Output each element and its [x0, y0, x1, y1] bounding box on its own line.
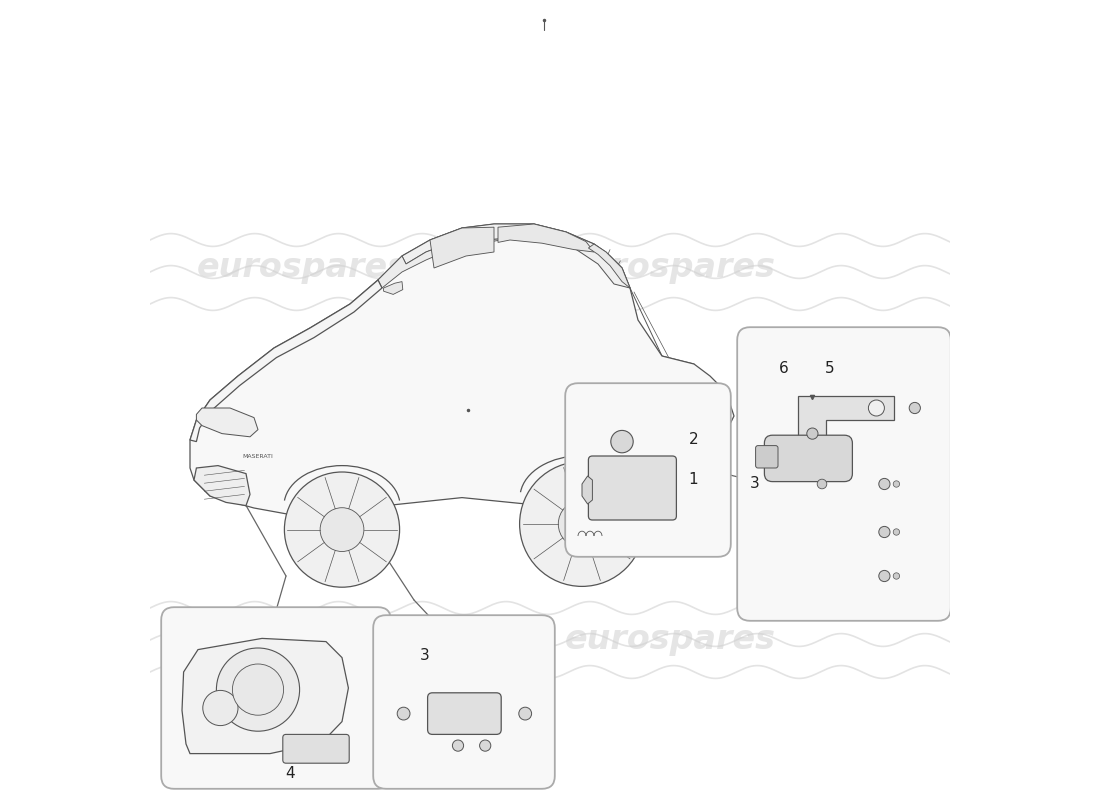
Text: eurospares: eurospares	[197, 623, 407, 657]
Circle shape	[868, 400, 884, 416]
Circle shape	[893, 481, 900, 487]
Circle shape	[232, 664, 284, 715]
Polygon shape	[582, 476, 593, 504]
Circle shape	[879, 526, 890, 538]
Circle shape	[879, 570, 890, 582]
Text: eurospares: eurospares	[197, 251, 407, 285]
Text: 5: 5	[825, 361, 835, 376]
Circle shape	[910, 402, 921, 414]
Text: 2: 2	[689, 433, 698, 447]
Circle shape	[285, 472, 399, 587]
FancyBboxPatch shape	[756, 446, 778, 468]
Text: MASERATI: MASERATI	[243, 454, 274, 458]
Polygon shape	[194, 466, 250, 506]
Circle shape	[519, 462, 645, 586]
Circle shape	[480, 740, 491, 751]
Polygon shape	[384, 282, 403, 294]
FancyBboxPatch shape	[428, 693, 502, 734]
FancyBboxPatch shape	[737, 327, 950, 621]
Text: 3: 3	[419, 649, 429, 663]
Text: 3: 3	[750, 477, 760, 491]
Text: 4: 4	[285, 766, 295, 782]
Circle shape	[806, 428, 818, 439]
FancyBboxPatch shape	[565, 383, 730, 557]
FancyBboxPatch shape	[764, 435, 853, 482]
Text: eurospares: eurospares	[564, 251, 776, 285]
Circle shape	[452, 740, 463, 751]
FancyBboxPatch shape	[283, 734, 349, 763]
Polygon shape	[430, 227, 494, 268]
Text: eurospares: eurospares	[564, 623, 776, 657]
Circle shape	[519, 707, 531, 720]
Circle shape	[202, 690, 238, 726]
Polygon shape	[182, 638, 349, 754]
FancyBboxPatch shape	[162, 607, 390, 789]
Polygon shape	[798, 396, 894, 436]
Polygon shape	[378, 238, 510, 288]
Circle shape	[893, 573, 900, 579]
FancyBboxPatch shape	[588, 456, 676, 520]
Polygon shape	[588, 244, 630, 288]
Circle shape	[320, 508, 364, 551]
Text: 6: 6	[779, 361, 789, 376]
Circle shape	[879, 478, 890, 490]
Circle shape	[397, 707, 410, 720]
Polygon shape	[197, 408, 258, 437]
Polygon shape	[402, 224, 630, 288]
Polygon shape	[190, 224, 734, 522]
Circle shape	[817, 479, 827, 489]
Polygon shape	[498, 224, 594, 252]
Circle shape	[217, 648, 299, 731]
Polygon shape	[190, 280, 382, 442]
FancyBboxPatch shape	[373, 615, 554, 789]
Circle shape	[559, 500, 606, 548]
Text: 1: 1	[689, 473, 698, 487]
Circle shape	[610, 430, 634, 453]
Circle shape	[893, 529, 900, 535]
